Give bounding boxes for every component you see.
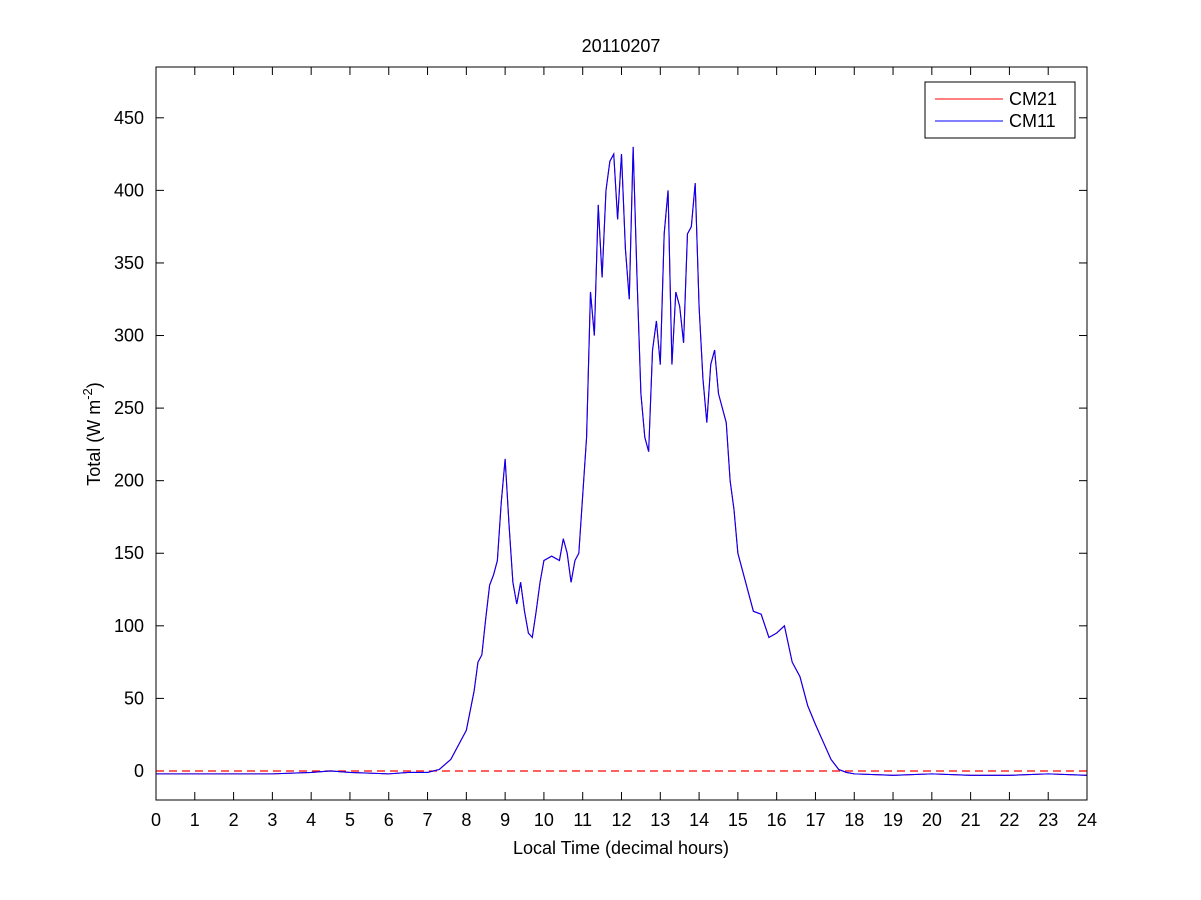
- y-label-suffix: ): [84, 382, 104, 388]
- x-tick-label: 13: [650, 810, 670, 830]
- y-tick-label: 450: [114, 108, 144, 128]
- x-tick-label: 2: [229, 810, 239, 830]
- x-tick-label: 12: [611, 810, 631, 830]
- chart-title: 20110207: [582, 36, 661, 56]
- y-tick-label: 250: [114, 398, 144, 418]
- y-tick-label: 350: [114, 253, 144, 273]
- y-tick-label: 50: [124, 688, 144, 708]
- x-tick-label: 21: [961, 810, 981, 830]
- x-tick-label: 1: [190, 810, 200, 830]
- y-label-text: Total (W m: [84, 400, 104, 486]
- x-tick-label: 0: [151, 810, 161, 830]
- x-tick-label: 24: [1077, 810, 1097, 830]
- x-tick-label: 9: [500, 810, 510, 830]
- x-tick-label: 17: [805, 810, 825, 830]
- x-tick-label: 10: [534, 810, 554, 830]
- x-tick-label: 18: [844, 810, 864, 830]
- x-tick-label: 8: [461, 810, 471, 830]
- x-tick-label: 6: [384, 810, 394, 830]
- legend-label: CM21: [1009, 89, 1057, 109]
- x-tick-label: 19: [883, 810, 903, 830]
- legend-label: CM11: [1009, 111, 1056, 131]
- y-tick-label: 150: [114, 543, 144, 563]
- y-tick-label: 300: [114, 326, 144, 346]
- y-label-sup: -2: [80, 388, 95, 400]
- plot-frame: [155, 66, 1088, 801]
- x-tick-label: 16: [767, 810, 787, 830]
- y-tick-label: 200: [114, 471, 144, 491]
- x-tick-label: 5: [345, 810, 355, 830]
- x-tick-label: 20: [922, 810, 942, 830]
- y-tick-label: 400: [114, 180, 144, 200]
- x-tick-label: 11: [573, 810, 592, 830]
- x-tick-label: 4: [306, 810, 316, 830]
- x-tick-label: 22: [999, 810, 1019, 830]
- y-axis-label: Total (W m-2): [80, 382, 104, 486]
- y-tick-label: 100: [114, 616, 144, 636]
- y-tick-label: 0: [134, 761, 144, 781]
- x-tick-label: 15: [728, 810, 748, 830]
- legend-box: [924, 81, 1076, 139]
- x-axis-label: Local Time (decimal hours): [513, 838, 729, 858]
- x-tick-label: 3: [267, 810, 277, 830]
- x-tick-label: 14: [689, 810, 709, 830]
- series-line: [156, 146, 1088, 776]
- x-tick-label: 7: [423, 810, 433, 830]
- x-tick-label: 23: [1038, 810, 1058, 830]
